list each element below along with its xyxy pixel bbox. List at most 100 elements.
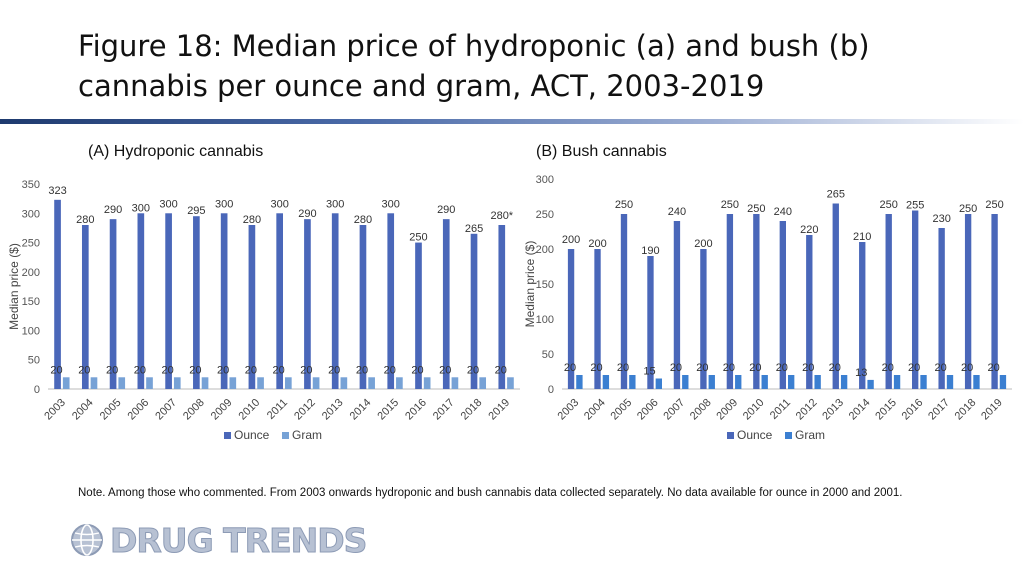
hydro-ounce-bar xyxy=(220,213,228,389)
hydro-gram-data-label: 20 xyxy=(300,364,312,376)
hydro-gram-data-label: 20 xyxy=(411,364,423,376)
bush-gram-bar xyxy=(629,375,636,389)
bush-ounce-data-label: 250 xyxy=(721,199,739,211)
hydro-ounce-bar xyxy=(54,199,61,389)
hydro-ounce-bar xyxy=(415,242,422,389)
bush-ounce-data-label: 250 xyxy=(880,199,898,211)
hydro-gram-bar xyxy=(451,377,459,389)
bush-ounce-bar xyxy=(673,221,681,389)
bush-ounce-bar xyxy=(859,242,866,389)
bush-legend-swatch-ounce xyxy=(727,432,734,439)
hydro-y-axis-label: Median price ($) xyxy=(7,243,21,330)
bush-ounce-bar xyxy=(832,203,839,389)
hydro-ounce-bar xyxy=(81,225,89,389)
hydro-ounce-data-label: 323 xyxy=(48,185,66,197)
bush-gram-data-label: 20 xyxy=(723,362,735,374)
bush-gram-bar xyxy=(655,378,662,389)
hydro-gram-bar xyxy=(146,377,153,389)
bush-gram-data-label: 13 xyxy=(855,367,867,379)
hydro-gram-data-label: 20 xyxy=(356,364,368,376)
bush-ounce-bar xyxy=(938,228,945,389)
hydro-gram-bar xyxy=(62,377,70,389)
bush-ounce-data-label: 250 xyxy=(985,199,1003,211)
hydro-y-tick-label: 200 xyxy=(22,267,40,279)
hydro-ounce-bar xyxy=(137,213,145,389)
bush-ounce-data-label: 250 xyxy=(959,203,977,215)
bush-x-tick-label: 2011 xyxy=(768,397,793,422)
bush-x-tick-label: 2004 xyxy=(582,397,608,423)
bush-ounce-bar xyxy=(753,214,760,389)
hydro-y-tick-label: 150 xyxy=(22,296,40,308)
hydro-x-tick-label: 2012 xyxy=(292,397,318,423)
hydro-gram-bar xyxy=(201,377,209,389)
bush-gram-bar xyxy=(867,379,874,389)
charts-canvas: (A) Hydroponic cannabis Median price ($) 0… xyxy=(7,143,1012,442)
bush-gram-bar xyxy=(920,375,927,389)
bush-x-tick-label: 2008 xyxy=(688,397,714,423)
hydro-x-tick-label: 2014 xyxy=(348,397,374,423)
hydro-ounce-data-label: 300 xyxy=(270,198,288,210)
bush-gram-data-label: 20 xyxy=(802,362,814,374)
bush-legend-label-gram: Gram xyxy=(795,428,825,442)
bush-gram-data-label: 20 xyxy=(882,362,894,374)
bush-gram-bar xyxy=(602,375,610,389)
hydro-ounce-data-label: 300 xyxy=(382,198,400,210)
bush-ounce-data-label: 255 xyxy=(906,200,924,212)
hydro-ounce-data-label: 280 xyxy=(354,214,372,226)
bush-gram-data-label: 20 xyxy=(590,362,602,374)
hydro-ounce-data-label: 280* xyxy=(490,210,513,222)
bush-gram-data-label: 20 xyxy=(908,362,920,374)
hydro-ounce-data-label: 300 xyxy=(159,198,177,210)
bush-ounce-data-label: 250 xyxy=(615,199,633,211)
bush-gram-data-label: 20 xyxy=(749,362,761,374)
bush-ounce-bar xyxy=(620,214,628,389)
bush-gram-bar xyxy=(761,375,768,389)
hydro-y-tick-label: 0 xyxy=(34,384,40,396)
hydro-gram-data-label: 20 xyxy=(161,364,173,376)
bush-gram-bar xyxy=(708,375,715,389)
bush-x-tick-label: 2019 xyxy=(979,397,1005,423)
hydro-gram-bar xyxy=(368,377,375,389)
bush-x-tick-label: 2015 xyxy=(873,397,899,423)
bush-gram-bar xyxy=(973,375,980,389)
bush-y-axis-label: Median price ($) xyxy=(523,241,537,328)
bush-y-tick-label: 250 xyxy=(536,209,554,221)
bush-gram-bar xyxy=(893,375,901,389)
hydro-ounce-data-label: 290 xyxy=(437,204,455,216)
bush-ounce-bar xyxy=(806,235,813,389)
bush-ounce-data-label: 220 xyxy=(800,224,818,236)
hydro-gram-data-label: 20 xyxy=(439,364,451,376)
hydro-ounce-data-label: 280 xyxy=(76,214,94,226)
hydro-ounce-data-label: 300 xyxy=(326,198,344,210)
hydro-ounce-data-label: 300 xyxy=(132,202,150,214)
hydro-gram-data-label: 20 xyxy=(495,364,507,376)
hydro-gram-data-label: 20 xyxy=(134,364,146,376)
bush-y-tick-label: 150 xyxy=(536,279,554,291)
bush-gram-bar xyxy=(735,375,742,389)
hydro-ounce-bar xyxy=(248,225,256,389)
hydro-gram-bar xyxy=(312,377,320,389)
page-title: Figure 18: Median price of hydroponic (a… xyxy=(78,29,870,103)
bush-ounce-bar xyxy=(885,214,892,389)
bush-ounce-bar xyxy=(594,249,601,389)
hydro-gram-data-label: 20 xyxy=(245,364,257,376)
bush-gram-data-label: 20 xyxy=(670,362,682,374)
bush-ounce-bar xyxy=(700,249,707,389)
hydro-x-tick-label: 2007 xyxy=(153,397,179,423)
bush-x-tick-label: 2007 xyxy=(661,397,687,423)
bush-ounce-data-label: 210 xyxy=(853,231,871,243)
hydro-x-tick-label: 2018 xyxy=(459,397,485,423)
bush-gram-bar xyxy=(788,375,795,389)
bush-gram-bar xyxy=(946,375,954,389)
bush-ounce-data-label: 240 xyxy=(774,206,792,218)
bush-x-tick-label: 2006 xyxy=(635,397,661,423)
bush-gram-bar xyxy=(999,375,1007,389)
hydro-gram-bar xyxy=(90,377,98,389)
hydro-gram-bar xyxy=(396,377,403,389)
hydro-gram-data-label: 20 xyxy=(106,364,118,376)
bush-gram-data-label: 20 xyxy=(617,362,629,374)
bush-legend-swatch-gram xyxy=(785,432,792,439)
hydro-y-tick-label: 300 xyxy=(22,208,40,220)
hydro-gram-data-label: 20 xyxy=(189,364,201,376)
bush-ounce-data-label: 190 xyxy=(641,245,659,257)
